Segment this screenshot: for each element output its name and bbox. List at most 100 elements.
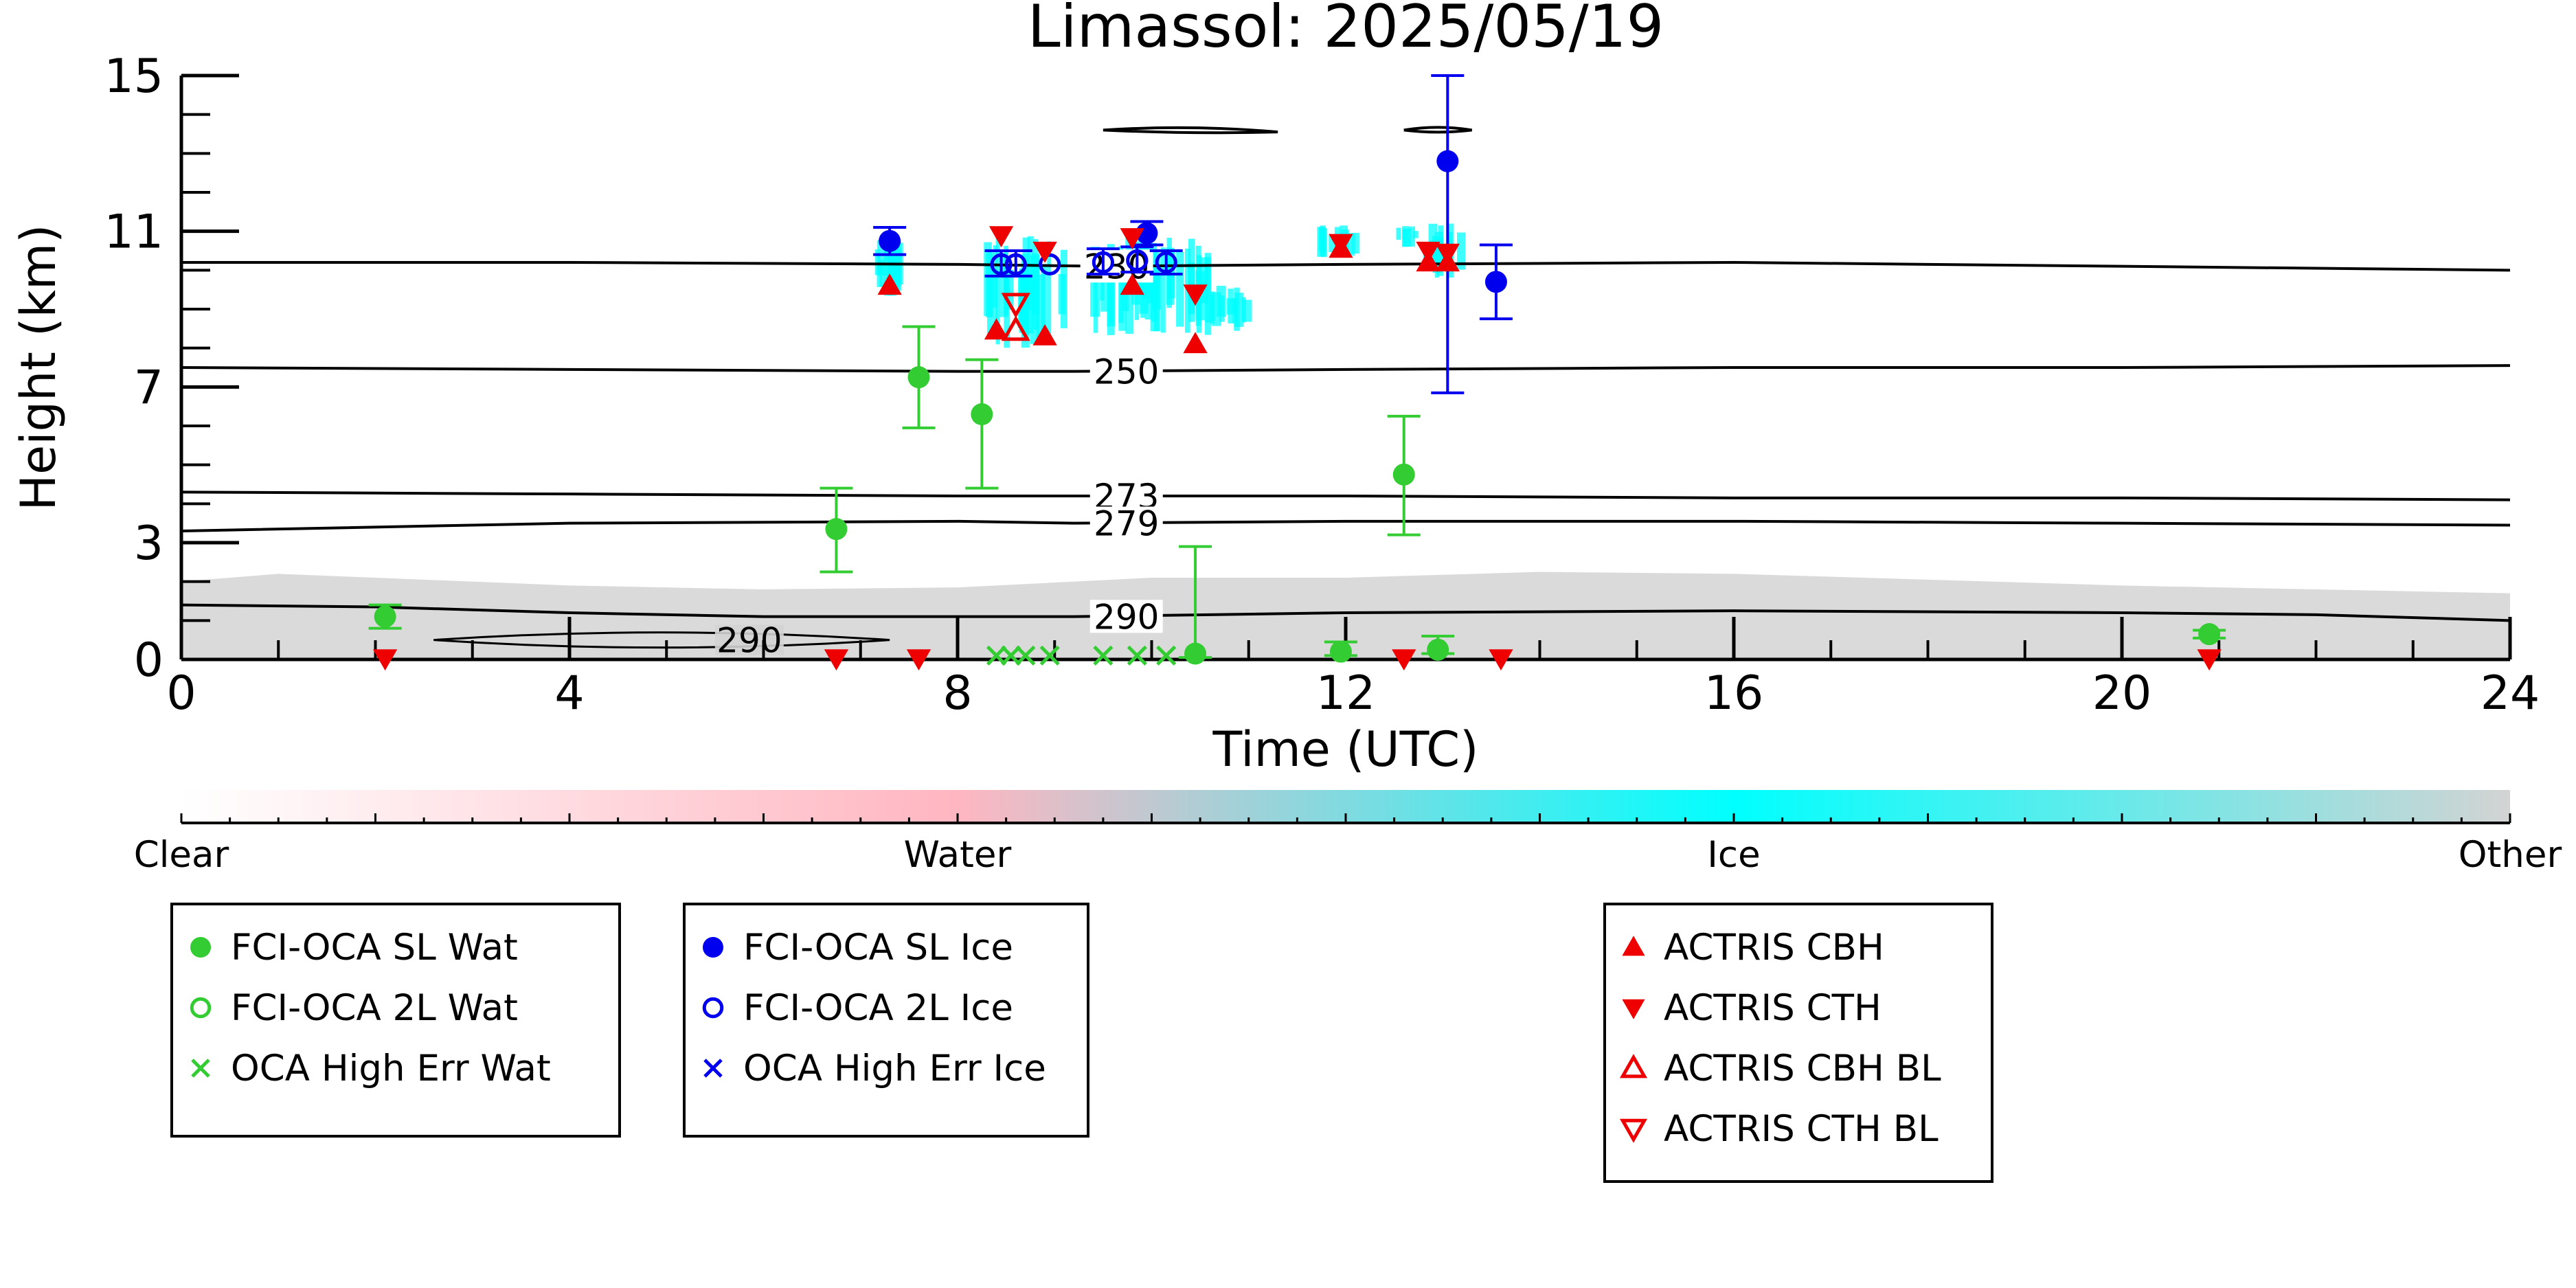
data-point [1427, 638, 1449, 661]
cloudnet-ice-streak [992, 271, 998, 308]
x-axis-label: Time (UTC) [1212, 721, 1479, 778]
y-tick-label: 3 [134, 517, 163, 571]
data-point [879, 229, 901, 252]
legend-marker [173, 923, 231, 971]
data-point [1120, 228, 1144, 249]
data-point [1039, 645, 1060, 666]
series-fci-oca-2l-ice [984, 245, 1183, 278]
data-point [1416, 241, 1440, 263]
isotherm-290-closed [433, 631, 890, 649]
colorbar-label-other: Other [2459, 834, 2562, 876]
cloudnet-ice-streak [1041, 264, 1048, 337]
series-actris-cth-bl [1001, 293, 1030, 319]
data-series [368, 74, 2226, 671]
cloudnet-ice-streak [1243, 300, 1252, 322]
cloudnet-ice-streak [1004, 278, 1010, 348]
cloudnet-ice-streak [1205, 256, 1211, 323]
isotherm-label-bg [1089, 354, 1163, 388]
legend-marker-shape [190, 997, 212, 1019]
data-point [2197, 649, 2222, 671]
data-point [372, 649, 398, 671]
legend-item: FCI-OCA SL Wat [173, 923, 518, 971]
cloudnet-ice-streak [1320, 230, 1326, 253]
cloudnet-ice-patch [1210, 286, 1252, 331]
legend-marker-shape [703, 1059, 723, 1078]
marker-stroke [986, 645, 1007, 666]
x-tick-label: 4 [554, 666, 584, 721]
y-tick-label: 0 [134, 633, 163, 688]
data-point [1015, 645, 1036, 666]
series-actris-cbh-bl [1001, 315, 1030, 341]
legend-marker-shape [1622, 936, 1645, 956]
cloudnet-ice-streak [1329, 234, 1336, 252]
legend-label: ACTRIS CBH BL [1664, 1047, 1941, 1089]
legend-item: OCA High Err Wat [173, 1044, 551, 1092]
legend-label: ACTRIS CTH BL [1664, 1107, 1939, 1150]
cloudnet-ice-streak [879, 260, 885, 286]
marker-stroke [1039, 645, 1060, 666]
isotherm-label-279: 279 [1094, 504, 1159, 543]
series-fci-oca-sl-wat [368, 325, 2226, 665]
data-point [990, 253, 1013, 275]
legend-item: ACTRIS CBH BL [1606, 1044, 1941, 1092]
isotherm-label-bg [1089, 600, 1163, 633]
cloudnet-ice-streak [1346, 233, 1355, 256]
cloudnet-ice-streak [1402, 229, 1408, 240]
legend-item: ACTRIS CBH [1606, 923, 1884, 971]
colorbar-label-water: Water [904, 834, 1012, 876]
data-point [1032, 324, 1057, 346]
legend-item: FCI-OCA SL Ice [686, 923, 1013, 971]
marker-stroke [703, 1059, 723, 1078]
cloudnet-ice-streak [987, 251, 993, 338]
x-tick-label: 24 [2481, 666, 2540, 721]
cloudnet-ice-streak [1199, 257, 1208, 304]
y-axis-label: Height (km) [10, 225, 67, 511]
cloudnet-ice-streak [1107, 258, 1116, 327]
cloudnet-ice-streak [1234, 293, 1244, 327]
legend-item: ACTRIS CTH BL [1606, 1105, 1939, 1153]
data-point [1392, 649, 1416, 671]
legend-marker-shape [702, 997, 724, 1019]
legend-label: FCI-OCA SL Ice [743, 926, 1013, 969]
marker-stroke [191, 1059, 210, 1078]
isotherm-label-290: 290 [1094, 597, 1159, 637]
data-point [1329, 234, 1353, 256]
isotherm-label-bg [714, 624, 784, 655]
cloudnet-background [181, 223, 2510, 659]
cloudnet-ice-streak [1160, 247, 1166, 333]
data-point [1001, 315, 1030, 341]
legend-actris: ACTRIS CBH ACTRIS CTH ACTRIS CBH BL ACTRIS … [1603, 903, 1993, 1183]
cloudnet-ice-streak [1408, 226, 1416, 247]
data-point [1436, 150, 1459, 172]
legend-marker-shape [703, 937, 723, 958]
isotherm-label-290-closed: 290 [716, 621, 782, 661]
data-point [1155, 251, 1177, 274]
series-fci-oca-sl-ice [873, 74, 1513, 394]
series-oca-high-err-wat [986, 645, 1177, 666]
data-point [1004, 253, 1027, 275]
cloudnet-ice-streak [1176, 251, 1184, 327]
x-tick-label: 8 [942, 666, 972, 721]
data-point [1183, 284, 1208, 306]
data-point [1156, 645, 1177, 666]
data-point [1392, 463, 1415, 486]
plot-axes: 0 4 8 12 16 20 24 0 3 7 11 15 [104, 49, 2540, 721]
cloudnet-ice-streak [1153, 255, 1160, 332]
data-point [1001, 293, 1030, 319]
legend-marker-shape [191, 1059, 210, 1078]
data-point [374, 605, 396, 628]
cloudnet-ice-streak [1033, 239, 1039, 330]
cloudnet-ice-streak [1216, 286, 1226, 317]
classification-colorbar: Clear Water Ice Other [134, 790, 2562, 876]
legend-marker [1606, 923, 1664, 971]
data-point [825, 518, 848, 541]
legend-item: ACTRIS CTH [1606, 984, 1882, 1032]
data-point [1001, 645, 1021, 666]
data-point [1120, 273, 1144, 295]
data-point [1184, 642, 1207, 665]
legend-item: OCA High Err Ice [686, 1044, 1046, 1092]
cloudnet-ice-streak [1210, 291, 1215, 321]
isotherm-273 [181, 490, 2511, 501]
cloudnet-ice-patch [1396, 226, 1419, 247]
legend-marker [1606, 1105, 1664, 1153]
